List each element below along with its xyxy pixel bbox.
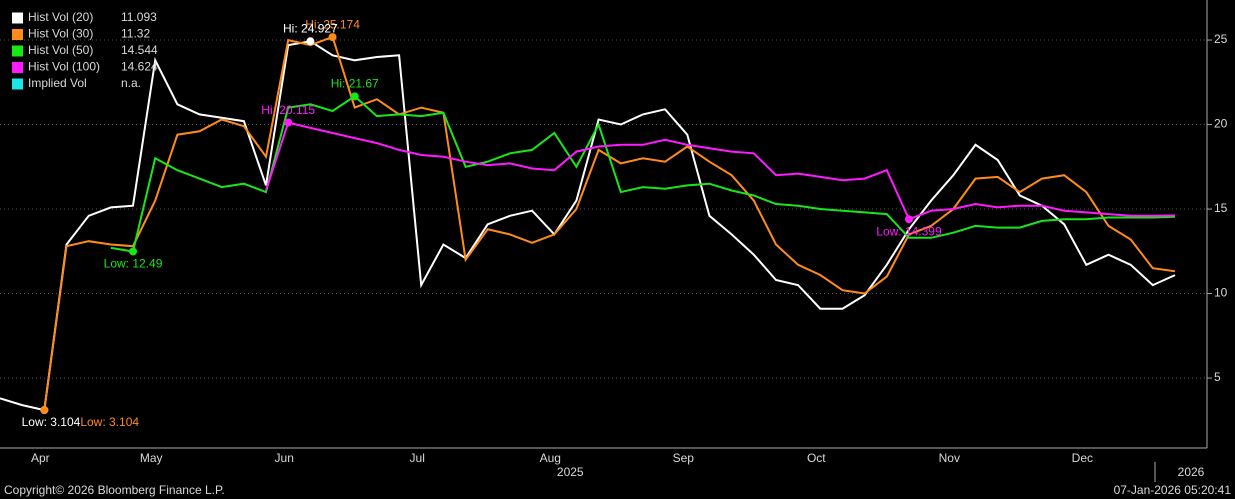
legend-label: Hist Vol (50) xyxy=(28,43,93,57)
legend-swatch xyxy=(12,62,23,73)
annotation-dot xyxy=(40,406,49,415)
copyright: Copyright© 2026 Bloomberg Finance L.P. xyxy=(4,483,225,497)
legend-value: 11.32 xyxy=(121,27,150,41)
annotation-dot xyxy=(350,92,359,101)
legend-label: Implied Vol xyxy=(28,76,87,90)
year-label: 2025 xyxy=(557,465,584,479)
annotation-label: Low: 14.399 xyxy=(876,224,942,238)
annotation-dot xyxy=(328,33,337,42)
legend-swatch xyxy=(12,12,23,24)
series-line xyxy=(265,121,1176,221)
series-line xyxy=(110,95,1176,253)
legend-value: 14.624 xyxy=(121,60,158,74)
legend-value: 11.093 xyxy=(121,10,157,24)
legend-value: n.a. xyxy=(121,76,141,90)
annotation-label: Hi: 24.927 xyxy=(283,21,338,35)
x-tick-label: Jul xyxy=(410,451,425,465)
x-tick-label: Nov xyxy=(939,451,960,465)
y-tick-label: 5 xyxy=(1214,370,1221,384)
x-tick-label: Sep xyxy=(673,451,695,465)
y-tick-label: 10 xyxy=(1214,286,1228,300)
legend-label: Hist Vol (30) xyxy=(28,27,93,41)
legend-swatch xyxy=(12,29,23,40)
annotation-label: Low: 12.49 xyxy=(104,257,163,271)
annotation-dot xyxy=(129,247,138,256)
x-tick-label: Oct xyxy=(807,451,826,465)
plot-area xyxy=(0,0,1207,448)
legend-swatch xyxy=(12,45,23,57)
x-tick-label: Apr xyxy=(31,451,50,465)
y-tick-label: 25 xyxy=(1214,32,1228,46)
y-tick-label: 15 xyxy=(1214,201,1228,215)
annotation-label: Hi: 25.174 xyxy=(305,17,360,31)
legend-label: Hist Vol (20) xyxy=(28,10,93,24)
series-line xyxy=(0,40,1176,412)
y-tick-label: 20 xyxy=(1214,117,1228,131)
timestamp: 07-Jan-2026 05:20:41 xyxy=(1114,483,1232,497)
year-label: 2026 xyxy=(1178,465,1205,479)
annotation-dot xyxy=(306,37,315,46)
annotation-dot xyxy=(904,215,913,224)
annotation-label: Hi: 20.115 xyxy=(261,103,315,117)
legend-box xyxy=(4,6,164,94)
legend-value: 14.544 xyxy=(121,43,158,57)
annotation-label: Hi: 21.67 xyxy=(331,76,379,90)
x-tick-label: May xyxy=(140,451,163,465)
x-tick-label: Dec xyxy=(1072,451,1093,465)
x-tick-label: Jun xyxy=(275,451,294,465)
x-tick-label: Aug xyxy=(540,451,561,465)
annotation-label: Low: 3.104 xyxy=(80,415,139,429)
legend-label: Hist Vol (100) xyxy=(28,60,100,74)
annotation-label: Low: 3.104 xyxy=(22,415,81,429)
legend-swatch xyxy=(12,78,23,90)
annotation-dot xyxy=(284,118,293,127)
